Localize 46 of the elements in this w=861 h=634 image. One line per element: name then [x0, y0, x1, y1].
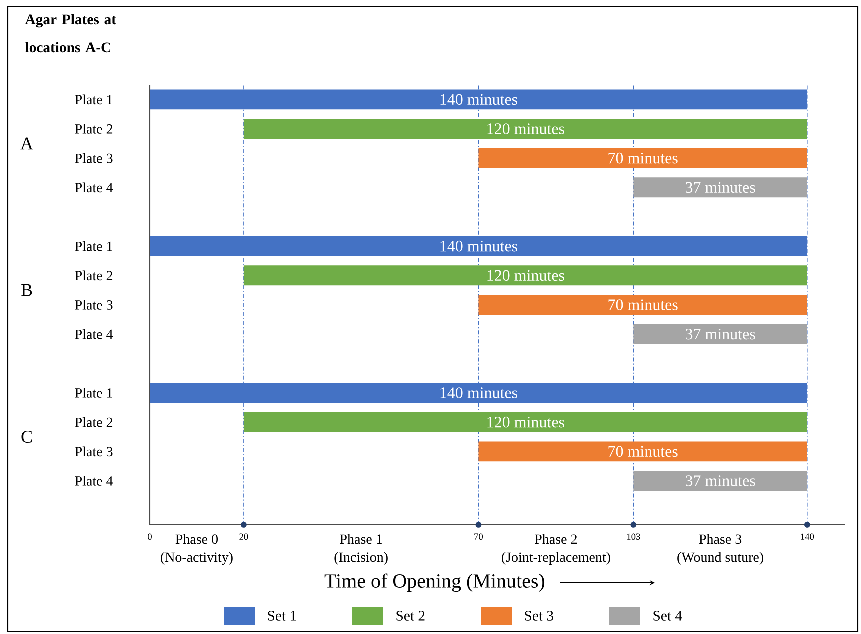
text: (Incision): [334, 552, 388, 565]
data-label: 37 minutes: [686, 476, 756, 486]
data-label: 140 minutes: [440, 240, 518, 252]
y-tick-label: Plate 4: [75, 329, 114, 340]
x-tick-label: 20: [240, 534, 248, 540]
data-label: 120 minutes: [488, 416, 564, 428]
text: (No-activity): [161, 552, 233, 565]
y-tick-label: Plate 4: [75, 182, 114, 193]
data-label: 70 minutes: [608, 300, 678, 310]
data-label: 140 minutes: [440, 94, 518, 106]
y-tick-label: Plate 2: [75, 417, 113, 428]
chart-title: Agar Plates at locations A-C: [25, 14, 116, 53]
text: Phase 3: [699, 534, 742, 544]
x-tick-label: 140: [801, 534, 814, 540]
text: (Joint-replacement): [502, 552, 610, 565]
legend-label: Set 3: [525, 611, 554, 621]
legend-label: Set 4: [654, 611, 682, 621]
text: (Wound suture): [678, 552, 764, 565]
data-label: 37 minutes: [686, 328, 756, 340]
text: Phase 1: [340, 534, 382, 544]
text: A: [20, 138, 34, 150]
data-label: 70 minutes: [608, 152, 678, 164]
y-tick-label: Plate 3: [75, 446, 113, 457]
y-tick-label: Plate 2: [75, 124, 113, 134]
text: B: [22, 284, 32, 296]
data-label: 70 minutes: [608, 446, 678, 458]
y-tick-label: Plate 2: [75, 270, 113, 281]
y-tick-label: Plate 1: [75, 94, 112, 105]
text: Phase 0: [176, 534, 218, 544]
legend-label: Set 1: [268, 611, 296, 621]
legend-label: Set 2: [396, 611, 425, 621]
y-tick-label: Plate 3: [75, 300, 113, 310]
text: C: [22, 430, 32, 444]
x-tick-label: 103: [628, 534, 640, 540]
y-tick-label: Plate 1: [75, 241, 112, 252]
data-label: 120 minutes: [488, 270, 564, 282]
data-label: 140 minutes: [440, 388, 518, 398]
data-label: 120 minutes: [488, 124, 564, 134]
y-tick-label: Plate 1: [75, 388, 112, 398]
x-axis-title: Time of Opening (Minutes): [324, 574, 545, 592]
x-tick-label: 0: [148, 534, 152, 540]
data-label: 37 minutes: [686, 182, 756, 194]
y-tick-label: Plate 3: [75, 153, 113, 164]
text: Phase 2: [535, 534, 578, 544]
x-tick-label: 70: [474, 534, 484, 540]
y-tick-label: Plate 4: [75, 476, 114, 486]
